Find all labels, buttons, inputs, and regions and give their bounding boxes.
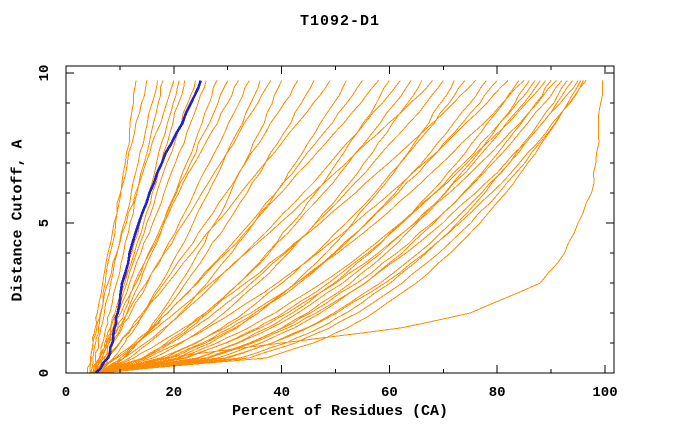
model-curve [89,80,272,374]
model-curve [103,80,412,374]
model-curve [100,80,498,374]
model-curve [100,80,563,374]
model-curve [95,80,568,374]
model-curve [103,80,315,374]
model-curve [89,80,137,374]
model-curve [98,80,347,374]
y-tick-label: 5 [37,219,53,227]
model-curve [103,80,520,374]
x-tick-label: 40 [273,385,290,401]
x-tick-label: 20 [165,385,182,401]
model-curve [92,80,229,374]
model-curves [86,80,603,374]
model-curve [98,80,423,374]
model-curve [95,80,541,374]
y-tick-label: 0 [37,369,53,377]
model-curve [98,80,525,374]
model-curve [95,80,331,374]
tick-labels: 0 20 40 60 80 100 0 5 10 [37,65,618,401]
model-curve [98,80,552,374]
model-curve [92,80,186,374]
x-axis-label: Percent of Residues (CA) [231,403,449,420]
y-tick-label: 10 [37,65,53,82]
model-curve [92,80,487,374]
model-curve [95,80,164,374]
model-curve [103,80,574,374]
model-curve [98,80,261,374]
model-curve [95,80,509,374]
model-curve [100,80,444,374]
model-curve [92,80,433,374]
x-tick-label: 80 [489,385,506,401]
chart-title: T1092-D1 [299,13,380,30]
model-curve [92,80,557,374]
model-curve [103,80,239,374]
model-curve [97,80,180,374]
axis-frame [65,65,615,374]
model-curve [95,80,587,374]
model-curve [90,80,363,374]
model-curve [98,80,476,374]
model-curve [92,80,250,374]
model-curve [103,80,603,374]
y-axis-label: Distance Cutoff, A [9,139,27,302]
model-curve [103,80,547,374]
x-tick-label: 60 [381,385,398,401]
model-curve [86,80,175,374]
model-curve [100,80,584,374]
model-curve [97,80,218,374]
model-curve [95,80,401,374]
model-curve [92,80,582,374]
model-curve [92,80,299,374]
model-curve [98,80,579,374]
x-tick-label: 100 [592,385,617,401]
x-tick-label: 0 [62,385,70,401]
highlight-curve [94,80,203,374]
